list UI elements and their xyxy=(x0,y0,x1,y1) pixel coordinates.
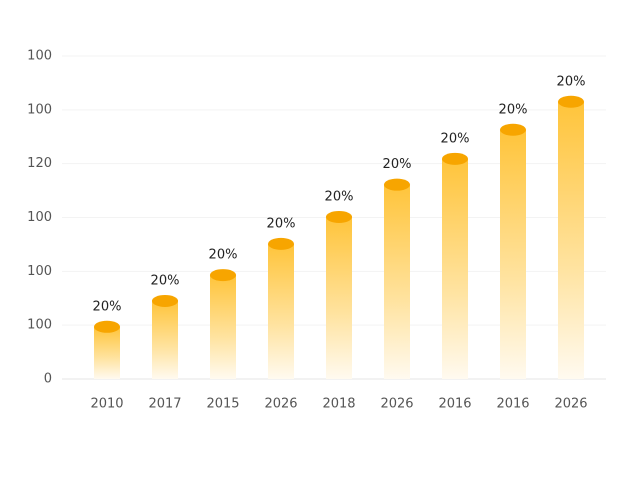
x-tick-label: 2018 xyxy=(322,397,355,412)
bar-label: 20% xyxy=(93,299,122,314)
bar-cap xyxy=(210,269,236,282)
bar-cap xyxy=(442,152,468,165)
bar xyxy=(442,158,468,379)
bar-label: 20% xyxy=(557,74,586,89)
bar xyxy=(500,129,526,379)
bar-label: 20% xyxy=(209,248,238,263)
y-tick-label: 120 xyxy=(27,156,52,171)
bar xyxy=(94,326,120,379)
x-tick-label: 2017 xyxy=(148,397,181,412)
y-tick-label: 100 xyxy=(27,264,52,279)
x-tick-label: 2015 xyxy=(206,397,239,412)
bar-label: 20% xyxy=(267,216,296,231)
y-tick-label: 100 xyxy=(27,210,52,225)
bar-cap xyxy=(268,237,294,250)
bar-cap xyxy=(326,210,352,223)
bar xyxy=(326,216,352,379)
bar-label: 20% xyxy=(151,273,180,288)
x-tick-label: 2026 xyxy=(380,397,413,412)
y-tick-label: 100 xyxy=(27,49,52,64)
bar-cap xyxy=(384,178,410,191)
bar-label: 20% xyxy=(499,102,528,117)
bar-label: 20% xyxy=(383,157,412,172)
bar-label: 20% xyxy=(325,189,354,204)
y-tick-label: 100 xyxy=(27,318,52,333)
bar-cap xyxy=(558,95,584,108)
x-tick-label: 2010 xyxy=(90,397,123,412)
bar-cap xyxy=(94,320,120,333)
x-tick-label: 2016 xyxy=(496,397,529,412)
x-tick-label: 2026 xyxy=(264,397,297,412)
x-tick-label: 2026 xyxy=(554,397,587,412)
y-tick-label: 0 xyxy=(44,372,52,387)
bar xyxy=(152,300,178,379)
bar-cap xyxy=(500,123,526,136)
bar xyxy=(210,275,236,379)
x-tick-label: 2016 xyxy=(438,397,471,412)
bar xyxy=(558,101,584,379)
bar xyxy=(268,243,294,379)
bar xyxy=(384,184,410,379)
bar-cap xyxy=(152,294,178,307)
bar-label: 20% xyxy=(441,131,470,146)
y-tick-label: 100 xyxy=(27,102,52,117)
